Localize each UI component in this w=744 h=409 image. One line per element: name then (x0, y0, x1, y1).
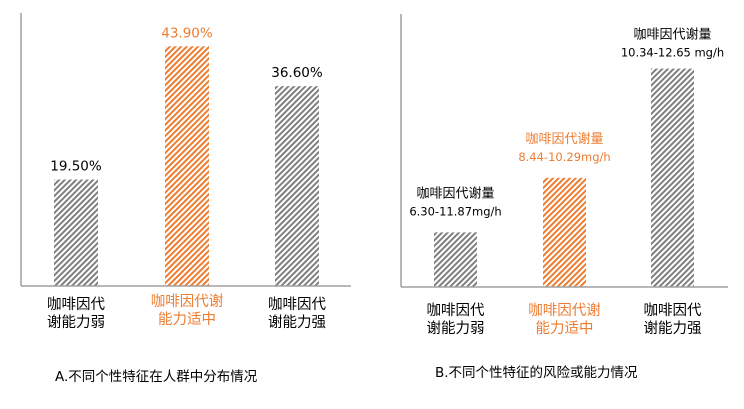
data-label: 10.34-12.65 mg/h (621, 46, 724, 60)
category-label: 咖啡因代 (427, 302, 485, 319)
chart-panel-a: 19.50%咖啡因代谢能力弱43.90%咖啡因代谢能力适中36.60%咖啡因代谢… (20, 13, 351, 385)
bar (54, 179, 98, 286)
bar (165, 46, 209, 286)
data-label: 36.60% (271, 65, 323, 81)
category-label: 谢能力弱 (427, 320, 485, 337)
category-label: 谢能力强 (268, 314, 326, 331)
data-label: 19.50% (50, 159, 102, 175)
data-label: 8.44-10.29mg/h (518, 150, 610, 164)
category-label: 能力适中 (536, 320, 594, 337)
category-label: 咖啡因代 (47, 296, 105, 313)
chart-caption: A.不同个性特征在人群中分布情况 (55, 369, 258, 385)
category-label: 咖啡因代谢 (528, 302, 601, 319)
bar (434, 232, 477, 287)
category-label: 能力适中 (158, 311, 216, 328)
data-label: 咖啡因代谢量 (416, 185, 494, 201)
bar (275, 86, 319, 286)
category-label: 咖啡因代谢 (151, 293, 224, 310)
data-label: 6.30-11.87mg/h (409, 204, 501, 218)
chart-caption: B.不同个性特征的风险或能力情况 (435, 365, 638, 381)
category-label: 咖啡因代 (644, 302, 702, 319)
category-label: 咖啡因代 (268, 296, 326, 313)
data-label: 43.90% (161, 25, 213, 41)
bar (543, 177, 586, 287)
category-label: 谢能力强 (644, 320, 702, 337)
data-label: 咖啡因代谢量 (525, 131, 603, 147)
category-label: 谢能力弱 (47, 314, 105, 331)
chart-panel-b: 咖啡因代谢量6.30-11.87mg/h咖啡因代谢能力弱咖啡因代谢量8.44-1… (400, 14, 728, 381)
data-label: 咖啡因代谢量 (633, 27, 711, 43)
bar (651, 68, 694, 287)
